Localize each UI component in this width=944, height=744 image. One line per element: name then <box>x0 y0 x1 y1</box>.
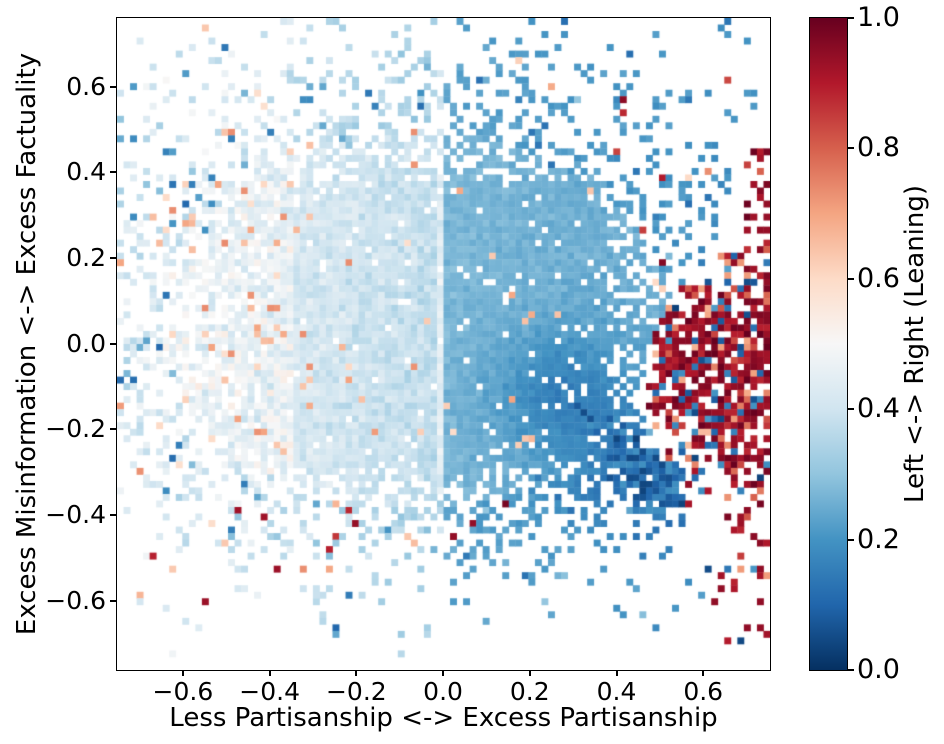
plot-area <box>116 17 771 671</box>
y-tick-label: 0.6 <box>66 71 106 101</box>
x-axis-label: Less Partisanship <-> Excess Partisanshi… <box>169 703 718 733</box>
y-tick-mark <box>110 256 116 259</box>
y-tick-mark <box>110 85 116 88</box>
colorbar-tick-label: 0.4 <box>857 393 900 425</box>
x-tick-label: 0.2 <box>509 677 550 706</box>
colorbar-tick-mark <box>848 538 854 541</box>
x-tick-label: 0.0 <box>423 677 463 706</box>
colorbar-tick-label: 0.0 <box>857 654 900 685</box>
y-tick-label: −0.2 <box>45 414 106 444</box>
y-tick-label: 0.0 <box>66 328 106 358</box>
x-tick-label: −0.4 <box>239 677 300 706</box>
y-tick-mark <box>110 513 116 516</box>
x-tick-mark <box>528 670 531 676</box>
x-tick-mark <box>355 670 358 676</box>
y-tick-mark <box>110 171 116 174</box>
x-tick-mark <box>181 670 184 676</box>
y-tick-label: −0.6 <box>45 585 106 615</box>
y-tick-mark <box>110 428 116 431</box>
x-tick-label: −0.2 <box>325 677 387 706</box>
y-tick-label: 0.4 <box>66 157 106 187</box>
x-tick-label: −0.6 <box>152 677 214 706</box>
y-tick-label: −0.4 <box>45 499 106 529</box>
y-tick-mark <box>110 342 116 345</box>
y-tick-mark <box>110 599 116 602</box>
x-tick-mark <box>615 670 618 676</box>
colorbar-tick-mark <box>848 277 854 280</box>
x-tick-mark <box>702 670 705 676</box>
x-tick-label: 0.6 <box>683 677 724 706</box>
colorbar-tick-mark <box>848 17 854 19</box>
x-tick-mark <box>442 670 445 676</box>
y-tick-label: 0.2 <box>66 242 106 272</box>
colorbar-label: Left <-> Right (Leaning) <box>900 184 930 504</box>
colorbar-tick-label: 0.2 <box>857 523 900 555</box>
x-tick-mark <box>268 670 271 676</box>
colorbar-tick-mark <box>848 408 854 411</box>
x-tick-label: 0.4 <box>596 677 637 706</box>
colorbar-tick-label: 1.0 <box>857 2 900 33</box>
heatmap-canvas <box>117 18 770 670</box>
colorbar-tick-mark <box>848 147 854 150</box>
colorbar-tick-label: 0.6 <box>857 262 900 294</box>
colorbar-tick-label: 0.8 <box>857 132 900 164</box>
colorbar <box>809 17 848 671</box>
colorbar-tick-mark <box>848 669 854 671</box>
